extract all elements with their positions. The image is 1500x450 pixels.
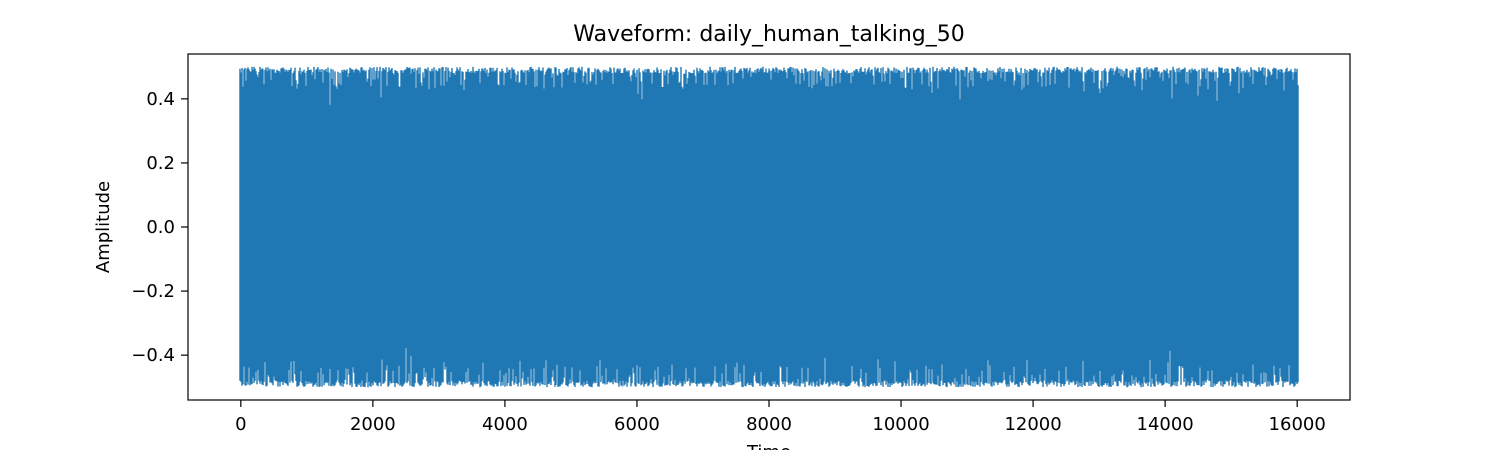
x-tick-label: 0 (235, 414, 246, 435)
y-tick-label: 0.2 (146, 153, 175, 174)
x-tick-label: 16000 (1269, 414, 1326, 435)
x-tick-label: 14000 (1137, 414, 1194, 435)
x-tick-label: 2000 (350, 414, 396, 435)
y-tick-label: 0.0 (146, 217, 175, 238)
x-axis: 0 2000 4000 6000 8000 10000 12000 14000 16000 (235, 400, 1326, 435)
y-tick-label: −0.2 (131, 281, 175, 302)
y-axis-label: Amplitude (93, 181, 114, 273)
x-tick-label: 8000 (746, 414, 792, 435)
x-axis-label: Time (746, 442, 791, 450)
y-tick-label: −0.4 (131, 345, 175, 366)
plot-area (239, 66, 1299, 388)
x-tick-label: 10000 (872, 414, 929, 435)
x-tick-label: 12000 (1004, 414, 1061, 435)
x-tick-label: 4000 (482, 414, 528, 435)
waveform-series-line (239, 66, 1299, 388)
y-axis: 0.4 0.2 0.0 −0.2 −0.4 (131, 89, 188, 366)
x-tick-label: 6000 (614, 414, 660, 435)
y-tick-label: 0.4 (146, 89, 175, 110)
chart-title: Waveform: daily_human_talking_50 (573, 22, 965, 47)
axes-frame (187, 53, 1351, 401)
